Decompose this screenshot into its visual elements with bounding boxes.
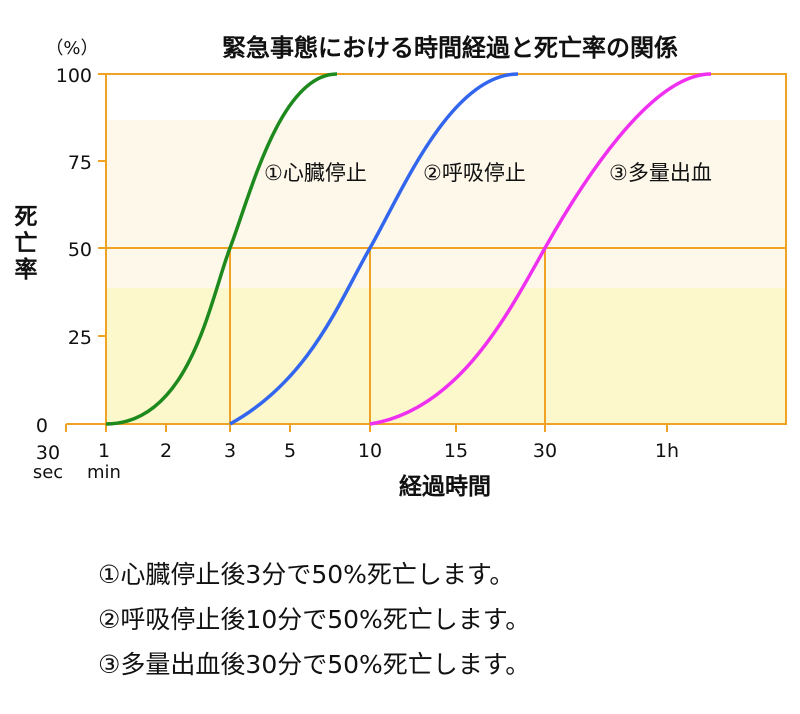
- x-tick-label: 3: [224, 440, 236, 462]
- x-tick-label: 30: [36, 442, 60, 464]
- band-yellow: [106, 288, 786, 424]
- note-3: ③多量出血後30分で50%死亡します。: [98, 650, 531, 679]
- band-light: [106, 120, 786, 288]
- y-tick-label: 75: [68, 152, 92, 174]
- series-label-cardiac-arrest: ①心臓停止: [264, 161, 367, 185]
- x-tick-label: 2: [160, 440, 172, 462]
- series-line-hemorrhage: [369, 72, 712, 426]
- band-top: [106, 74, 786, 120]
- x-tick-label: 1: [98, 440, 110, 462]
- x-tick-label: min: [87, 462, 121, 483]
- series-label-hemorrhage: ③多量出血: [609, 161, 712, 185]
- y-tick-label: 50: [68, 239, 92, 261]
- y-tick-label: 100: [56, 65, 92, 87]
- x-tick-label: sec: [33, 462, 63, 483]
- x-tick-label: 10: [358, 440, 382, 462]
- series-label-respiratory-arrest: ②呼吸停止: [423, 161, 526, 185]
- x-tick-label: 15: [444, 440, 468, 462]
- chart-title: 緊急事態における時間経過と死亡率の関係: [222, 34, 678, 62]
- series-line-respiratory-arrest: [229, 72, 519, 426]
- x-axis-label: 経過時間: [399, 473, 491, 500]
- note-1: ①心臓停止後3分で50%死亡します。: [98, 560, 515, 589]
- mortality-chart: 100 75 50 25 0 （%） 死亡率 30 sec 1 min 2 3 …: [15, 38, 787, 500]
- y-tick-label: 0: [36, 415, 48, 437]
- x-ticks: [65, 424, 668, 432]
- y-axis-label: 死亡率: [15, 204, 38, 283]
- x-tick-label: 5: [284, 440, 296, 462]
- note-2: ②呼吸停止後10分で50%死亡します。: [98, 605, 531, 634]
- y-ticks: [98, 73, 106, 425]
- y-tick-label: 25: [68, 327, 92, 349]
- x-tick-label: 30: [533, 440, 557, 462]
- series-line-cardiac-arrest: [105, 72, 338, 426]
- y-unit-label: （%）: [45, 38, 98, 59]
- x-tick-label: 1h: [655, 440, 679, 462]
